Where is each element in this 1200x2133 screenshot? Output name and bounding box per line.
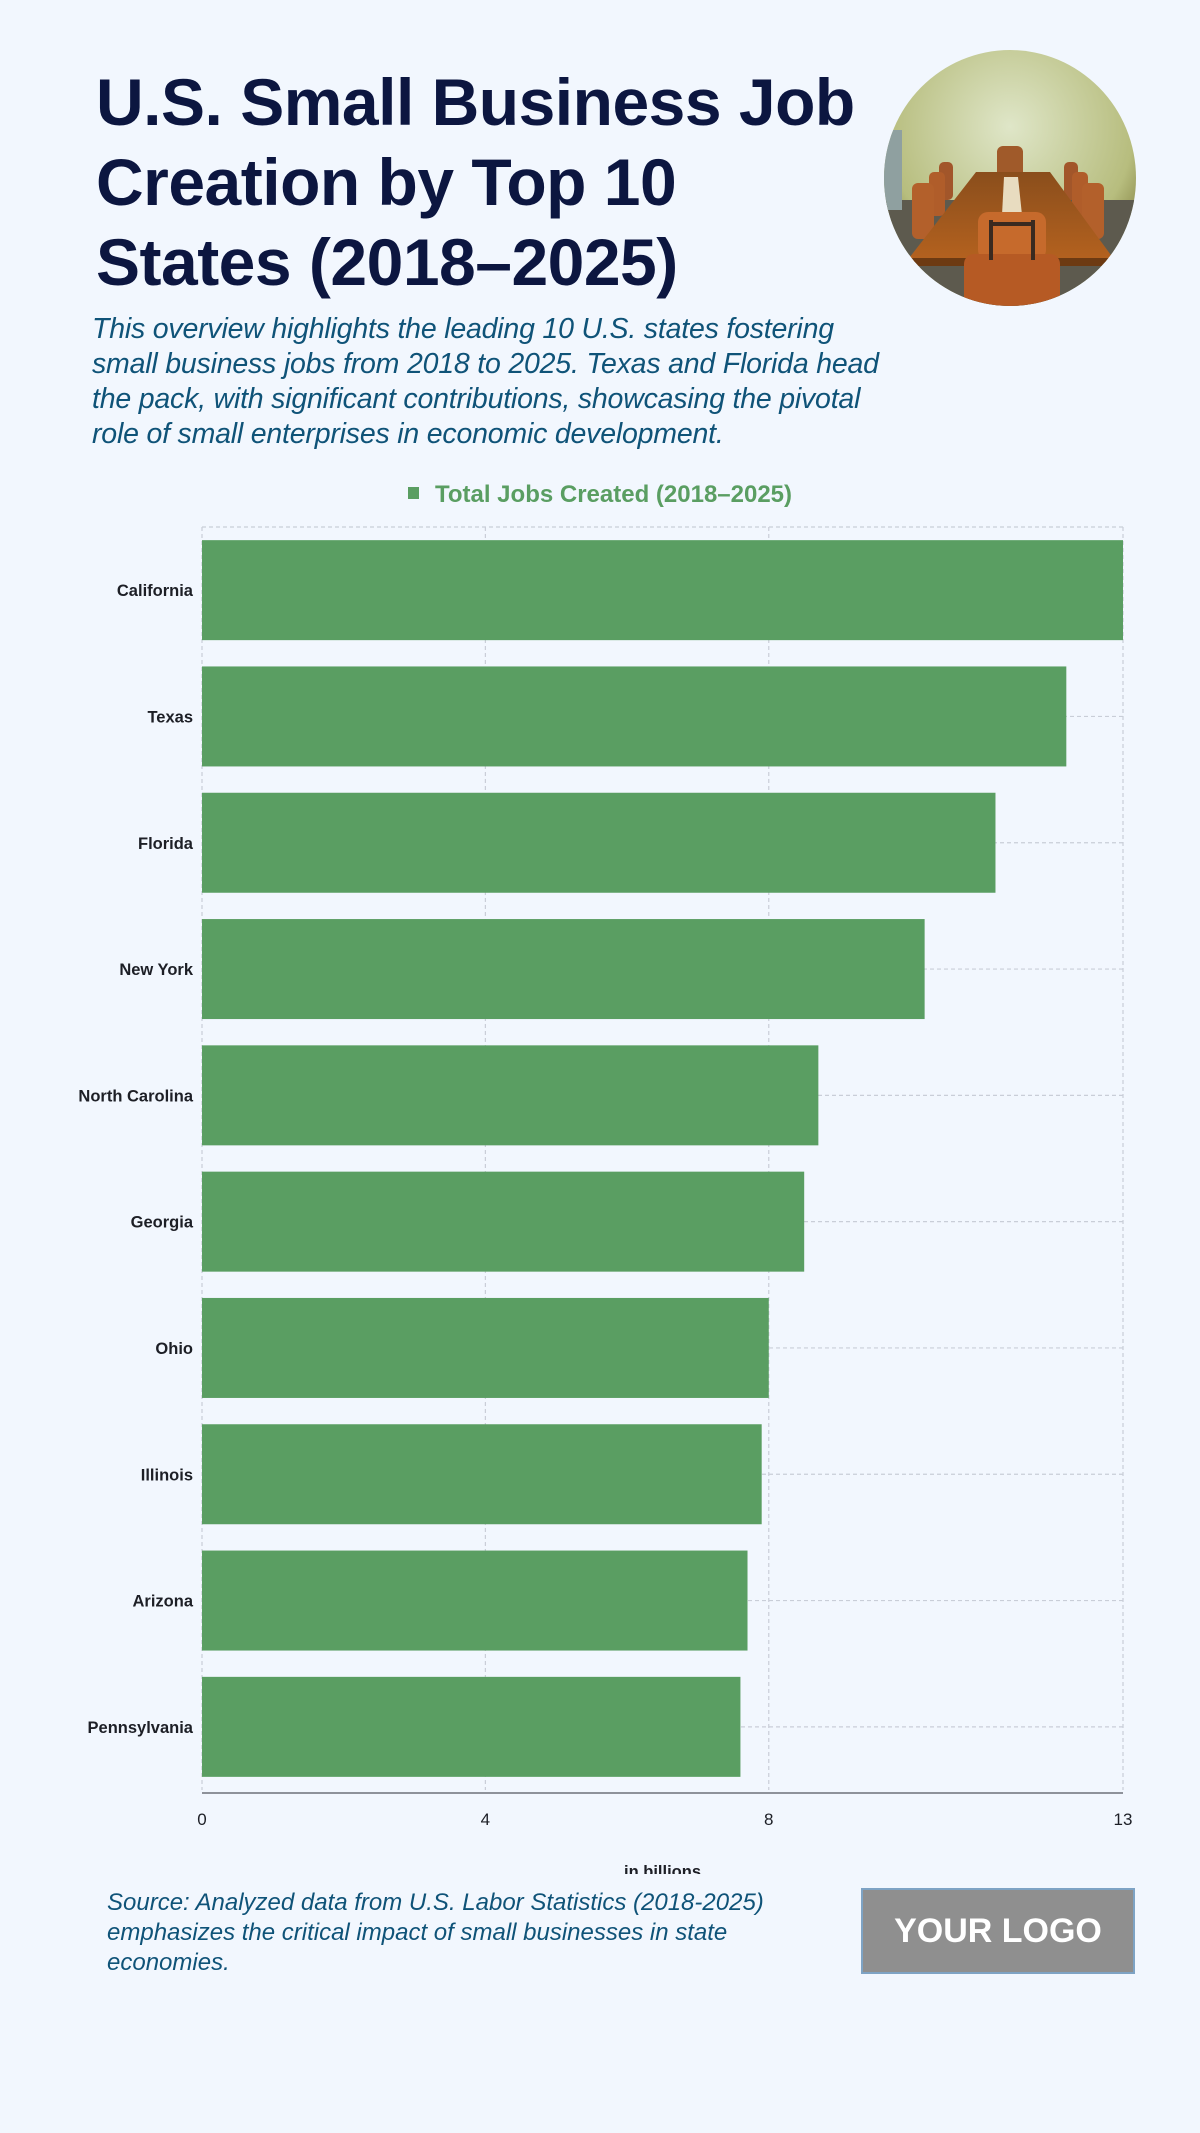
bar-illinois [202, 1424, 762, 1525]
category-label: Arizona [132, 1593, 193, 1611]
bar-chart: California Texas Florida New York North Caro… [78, 526, 1133, 1874]
conference-room-photo [884, 50, 1136, 306]
category-label: Georgia [131, 1214, 194, 1232]
category-label: North Carolina [78, 1087, 193, 1105]
chart-legend: Total Jobs Created (2018–2025) [0, 480, 1200, 510]
bar-new-york [202, 919, 925, 1020]
category-label: California [117, 582, 194, 600]
category-label: Ohio [155, 1340, 193, 1358]
category-label: Florida [138, 835, 194, 853]
bar-ohio [202, 1297, 769, 1398]
footer: Source: Analyzed data from U.S. Labor St… [0, 1888, 1200, 2018]
x-tick-label: 8 [764, 1810, 773, 1829]
logo-text: YOUR LOGO [894, 1911, 1102, 1950]
bar-georgia [202, 1171, 805, 1272]
bar-florida [202, 792, 996, 893]
bar-pennsylvania [202, 1676, 741, 1777]
chart-container: California Texas Florida New York North Caro… [0, 514, 1200, 1874]
source-note: Source: Analyzed data from U.S. Labor St… [107, 1889, 764, 1976]
bar-texas [202, 666, 1067, 767]
x-tick-label: 4 [481, 1810, 490, 1829]
bar-california [202, 540, 1123, 641]
category-label: Illinois [141, 1466, 193, 1484]
x-axis-title: in billions [624, 1863, 701, 1874]
conference-room-image-icon [884, 50, 1136, 306]
x-tick-label: 13 [1114, 1810, 1133, 1829]
bar-north-carolina [202, 1045, 819, 1146]
logo-placeholder: YOUR LOGO [861, 1888, 1135, 1974]
legend-label: Total Jobs Created (2018–2025) [434, 481, 793, 508]
category-label: Pennsylvania [88, 1719, 194, 1737]
header: U.S. Small Business Job Creation by Top … [0, 0, 1104, 452]
legend-swatch-icon [407, 487, 419, 499]
page-subtitle: This overview highlights the leading 10 … [92, 313, 879, 450]
category-label: New York [119, 961, 193, 979]
bar-arizona [202, 1550, 748, 1651]
x-tick-label: 0 [197, 1810, 206, 1829]
page-title: U.S. Small Business Job Creation by Top … [96, 65, 855, 299]
category-label: Texas [147, 708, 193, 726]
